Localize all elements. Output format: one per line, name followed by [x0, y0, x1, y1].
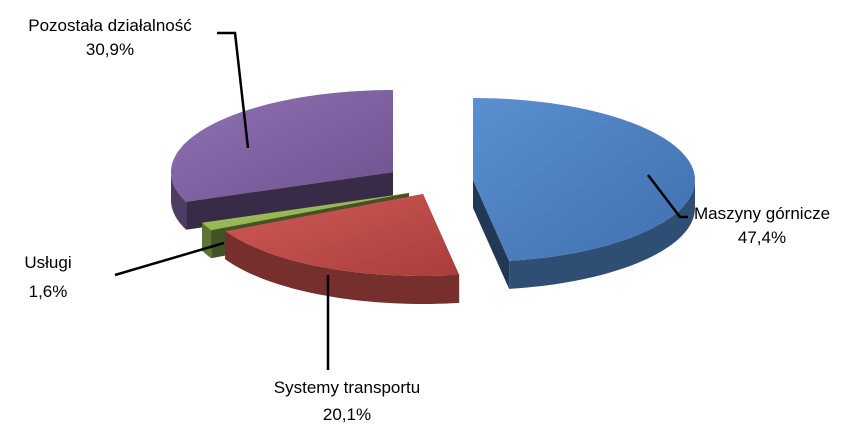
- slice-maszyny-gornicze-wall: [509, 180, 695, 289]
- slice-pozostala-dzialalnosc-side: [186, 172, 393, 230]
- slice-systemy-transportu-top: [225, 194, 460, 276]
- label-pozostala-dzialalnosc-value: 30,9%: [86, 40, 134, 59]
- slice-maszyny-gornicze-top: [473, 98, 695, 261]
- leader-maszyny-gornicze: [647, 174, 688, 219]
- leader-pozostala-dzialalnosc: [217, 31, 250, 149]
- slice-pozostala-dzialalnosc-top: [171, 90, 393, 202]
- slice-systemy-transportu-wall: [225, 231, 460, 304]
- leader-lines: [114, 31, 688, 370]
- label-maszyny-gornicze-value: 47,4%: [738, 228, 786, 247]
- slice-systemy-transportu: [225, 194, 460, 304]
- label-maszyny-gornicze-name: Maszyny górnicze: [694, 204, 830, 223]
- label-uslugi-name: Usługi: [24, 253, 71, 272]
- label-systemy-transportu-value: 20,1%: [323, 405, 371, 424]
- slice-pozostala-dzialalnosc: [171, 90, 393, 230]
- slice-maszyny-gornicze-side: [473, 180, 510, 289]
- slice-uslugi-top: [202, 193, 409, 231]
- slice-maszyny-gornicze: [473, 98, 695, 289]
- data-labels: Maszyny górnicze 47,4% Systemy transportu 2…: [24, 16, 830, 424]
- leader-uslugi: [114, 241, 225, 277]
- label-pozostala-dzialalnosc-name: Pozostała działalność: [28, 16, 192, 35]
- label-uslugi-value: 1,6%: [29, 282, 68, 301]
- pie-slices: [171, 90, 695, 304]
- label-systemy-transportu-name: Systemy transportu: [274, 378, 420, 397]
- slice-pozostala-dzialalnosc-wall: [171, 172, 187, 230]
